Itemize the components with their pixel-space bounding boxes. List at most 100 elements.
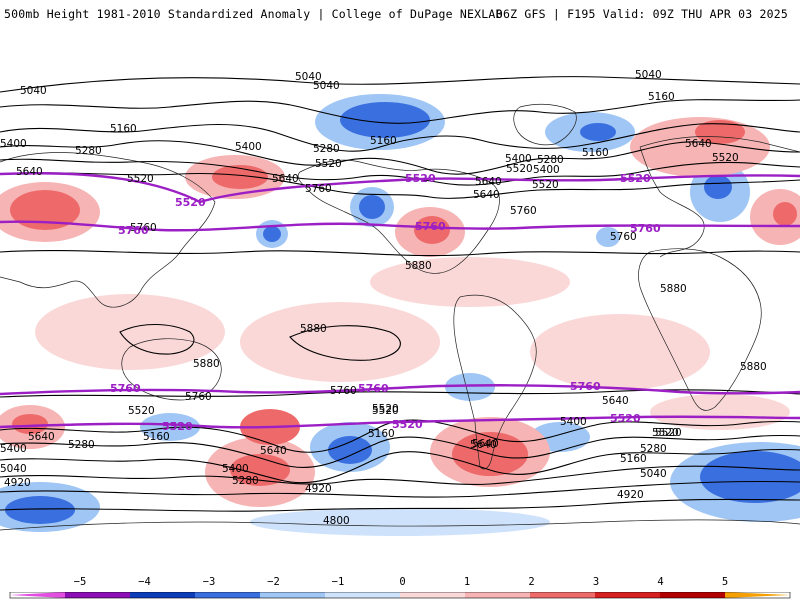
anomaly-area xyxy=(530,314,710,390)
contour-line xyxy=(0,481,800,498)
contour-label: 5640 xyxy=(260,445,287,457)
map-canvas: 5040 5040 5040 5040 5160 5160 5160 5160 … xyxy=(0,69,800,536)
contour-line xyxy=(0,140,800,175)
contour-label: 5280 xyxy=(537,154,564,166)
contour-label: 5640 xyxy=(473,189,500,201)
contour-label: 5640 xyxy=(28,431,55,443)
contour-label: 5520 xyxy=(315,158,342,170)
contour-line xyxy=(0,389,800,398)
contour-label: 5400 xyxy=(0,443,27,455)
anomaly-area xyxy=(240,302,440,382)
highlight-contour-5760-south xyxy=(0,384,800,396)
highlight-label: 5520 xyxy=(610,412,641,425)
contour-label: 5520 xyxy=(652,427,679,439)
anomaly-area xyxy=(250,508,550,536)
contour-label: 5040 xyxy=(313,80,340,92)
colorbar-tick-label: 2 xyxy=(528,576,535,588)
highlight-label-group: 5520 5520 5520 5760 5760 5760 5760 5760 … xyxy=(110,172,661,433)
coastline xyxy=(638,248,762,411)
contour-label: 5760 xyxy=(510,205,537,217)
contour-label: 5520 xyxy=(506,163,533,175)
contour-label: 5040 xyxy=(0,463,27,475)
coastline xyxy=(297,159,500,274)
coastlines xyxy=(0,103,800,531)
weather-map: 5040 5040 5040 5040 5160 5160 5160 5160 … xyxy=(0,52,800,537)
anomaly-area xyxy=(445,373,495,401)
contour-line xyxy=(0,434,800,468)
contour-label: 5400 xyxy=(505,153,532,165)
contour-label: 5520 xyxy=(127,173,154,185)
contour-label: 5280 xyxy=(232,475,259,487)
contour-label: 5160 xyxy=(143,431,170,443)
contour-label: 5280 xyxy=(313,143,340,155)
contour-label: 5160 xyxy=(370,135,397,147)
colorbar: −5 −4 −3 −2 −1 0 1 2 3 4 5 xyxy=(0,568,800,600)
colorbar-segment-neg5 xyxy=(10,592,65,598)
colorbar-tick-label: −4 xyxy=(138,576,151,588)
colorbar-segment-pos3 xyxy=(595,592,660,598)
colorbar-segment-neg2 xyxy=(195,592,260,598)
colorbar-segment-pos05 xyxy=(400,592,465,598)
contour-line xyxy=(0,76,800,93)
coastline xyxy=(513,103,577,146)
contour-label: 4920 xyxy=(617,489,644,501)
colorbar-tick-row: −5 −4 −3 −2 −1 0 1 2 3 4 5 xyxy=(0,576,800,590)
model-run-info: 06Z GFS | F195 Valid: 09Z THU APR 03 202… xyxy=(495,7,788,21)
colorbar-segment-neg4 xyxy=(65,592,130,598)
contour-label: 5640 xyxy=(470,439,497,451)
contour-label: 5880 xyxy=(193,358,220,370)
highlight-label: 5520 xyxy=(405,172,436,185)
contour-label: 4800 xyxy=(323,515,350,527)
anomaly-area xyxy=(263,226,281,242)
contour-label: 5760 xyxy=(185,391,212,403)
contour-label: 5160 xyxy=(582,147,609,159)
highlight-label: 5520 xyxy=(620,172,651,185)
height-contours xyxy=(0,76,800,512)
colorbar-tick-label: −1 xyxy=(331,576,345,588)
contour-label-group: 5040 5040 5040 5040 5160 5160 5160 5160 … xyxy=(0,69,767,527)
colorbar-tick-label: 4 xyxy=(657,576,664,588)
anomaly-area xyxy=(328,436,372,464)
contour-label: 5400 xyxy=(0,138,27,150)
header-bar: 500mb Height 1981-2010 Standardized Anom… xyxy=(0,0,800,28)
colorbar-tick-label: 1 xyxy=(463,576,471,588)
coastline xyxy=(121,338,222,401)
contour-label: 5520 xyxy=(655,427,682,439)
contour-label: 5280 xyxy=(75,145,102,157)
colorbar-segment-pos4 xyxy=(660,592,725,598)
highlight-label: 5760 xyxy=(358,382,389,395)
anomaly-area xyxy=(596,227,620,247)
contour-label: 4920 xyxy=(305,483,332,495)
highlight-contour-5760 xyxy=(0,220,800,232)
colorbar-segment-pos5 xyxy=(725,592,790,598)
highlight-label: 5520 xyxy=(392,418,423,431)
highlight-label: 5760 xyxy=(630,222,661,235)
contour-line xyxy=(0,172,800,199)
highlight-label: 5760 xyxy=(110,382,141,395)
coastline xyxy=(453,294,537,470)
contour-label: 5760 xyxy=(330,385,357,397)
contour-label: 5640 xyxy=(16,166,43,178)
colorbar-strip xyxy=(9,592,791,599)
contour-label: 5760 xyxy=(610,231,637,243)
colorbar-tick-label: 3 xyxy=(592,576,600,588)
colorbar-tick-label: −3 xyxy=(202,576,216,588)
contour-label: 5760 xyxy=(305,183,332,195)
contour-label: 5880 xyxy=(660,283,687,295)
contour-line xyxy=(0,498,800,512)
contour-label: 5160 xyxy=(368,428,395,440)
contour-label: 5400 xyxy=(560,416,587,428)
anomaly-area xyxy=(580,123,616,141)
contour-label: 5520 xyxy=(128,405,155,417)
contour-label: 5160 xyxy=(110,123,137,135)
contour-label: 4920 xyxy=(4,477,31,489)
highlight-label: 5760 xyxy=(415,220,446,233)
contour-label: 5280 xyxy=(68,439,95,451)
colorbar-tick-label: 0 xyxy=(399,576,406,588)
contour-label: 5520 xyxy=(532,179,559,191)
anomaly-area xyxy=(359,195,385,219)
contour-label: 5400 xyxy=(235,141,262,153)
contour-label: 5040 xyxy=(20,85,47,97)
anomaly-area xyxy=(10,190,80,230)
anomaly-area xyxy=(704,175,732,199)
